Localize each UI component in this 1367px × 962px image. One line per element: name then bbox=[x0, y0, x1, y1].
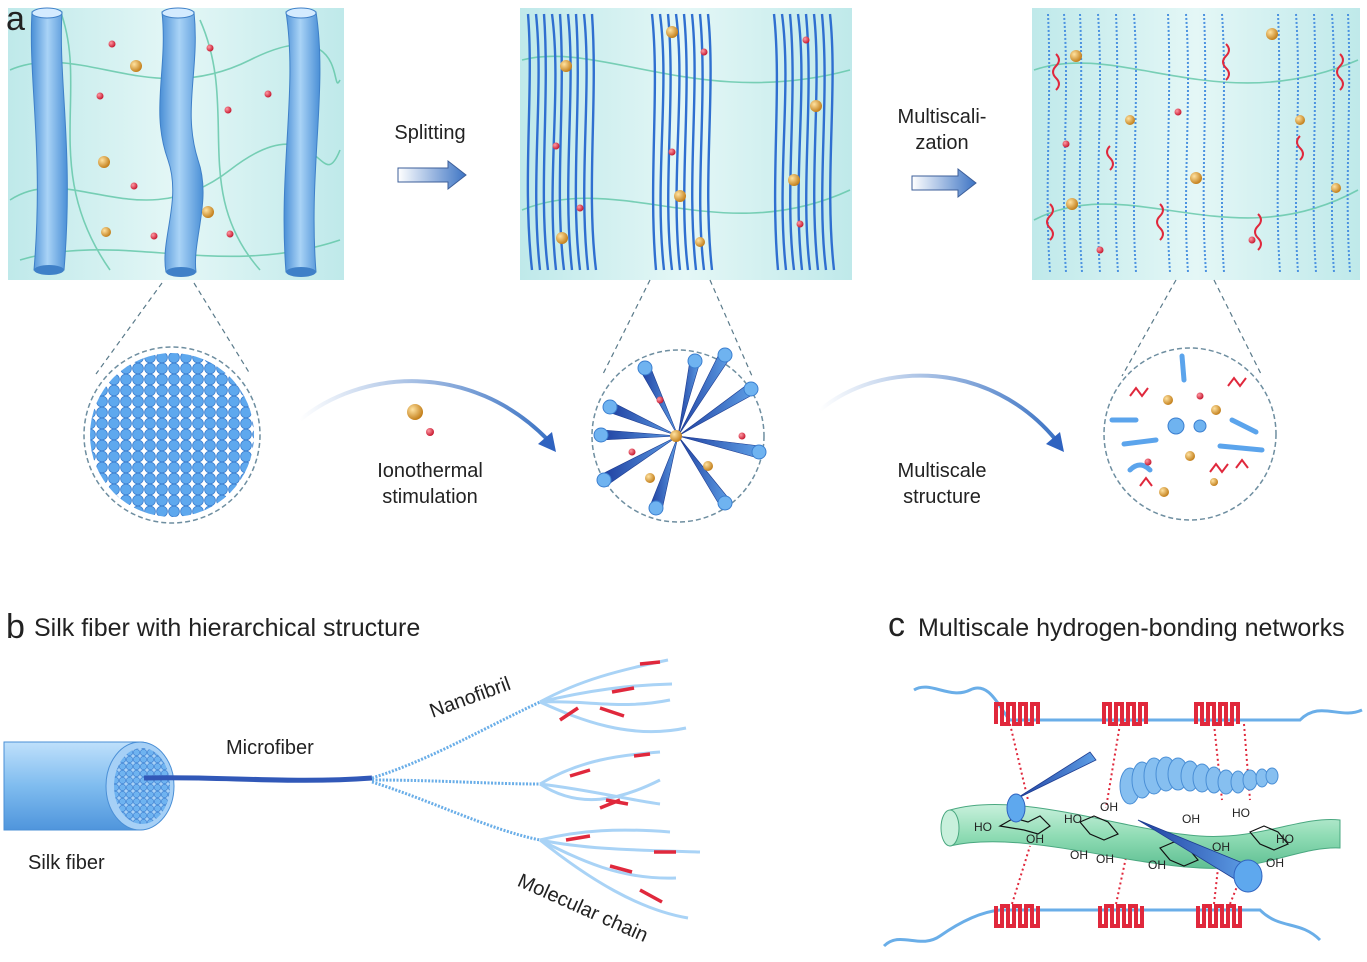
oh-label: OH bbox=[1212, 840, 1230, 854]
label-multiscalization-line1: Multiscali- bbox=[897, 106, 987, 128]
oh-label: OH bbox=[1070, 848, 1088, 862]
hbond-network-drawing bbox=[882, 685, 1363, 948]
box-split-fibrils bbox=[520, 8, 852, 280]
panel-c-letter: c bbox=[888, 606, 905, 644]
cross-section-multiscale bbox=[1103, 347, 1277, 521]
box-silk-fibers bbox=[8, 7, 344, 280]
ion-particles-1 bbox=[96, 40, 272, 240]
panel-c-title: Multiscale hydrogen-bonding networks bbox=[918, 614, 1345, 642]
label-ionothermal-stimulation: Ionothermal stimulation bbox=[358, 458, 502, 510]
microfiber-tube-3 bbox=[283, 7, 321, 277]
arrow-multiscalization bbox=[911, 167, 977, 199]
oh-label: HO bbox=[1064, 812, 1082, 826]
panel-b-title: Silk fiber with hierarchical structure bbox=[34, 614, 421, 642]
oh-label: HO bbox=[1232, 806, 1250, 820]
oh-label: OH bbox=[1148, 858, 1166, 872]
label-multiscalization: Multiscali- zation bbox=[880, 104, 1004, 156]
label-microfiber: Microfiber bbox=[226, 737, 314, 759]
oh-label: OH bbox=[1026, 832, 1044, 846]
label-multiscale-structure: Multiscale structure bbox=[872, 458, 1012, 510]
ion-particles-2 bbox=[552, 26, 822, 247]
microfiber-tube-1 bbox=[30, 7, 68, 275]
oh-label: OH bbox=[1100, 800, 1118, 814]
helix-coil bbox=[1119, 756, 1279, 805]
molecular-chains-blue bbox=[1046, 13, 1351, 273]
label-silk-fiber: Silk fiber bbox=[28, 852, 105, 874]
oh-label: OH bbox=[1096, 852, 1114, 866]
oh-label: OH bbox=[1266, 856, 1284, 870]
panel-a-letter: a bbox=[6, 0, 25, 38]
label-ionothermal-line1: Ionothermal bbox=[377, 460, 483, 482]
cross-section-split bbox=[591, 347, 767, 523]
panel-b-letter: b bbox=[6, 608, 25, 646]
label-multiscale-line1: Multiscale bbox=[897, 460, 987, 482]
oh-label: HO bbox=[1276, 832, 1294, 846]
ion-legend-particles bbox=[407, 404, 434, 436]
oh-label: OH bbox=[1182, 812, 1200, 826]
label-ionothermal-line2: stimulation bbox=[382, 486, 478, 508]
fibril-bundle-3 bbox=[772, 13, 836, 271]
label-splitting: Splitting bbox=[394, 122, 466, 144]
oh-label: HO bbox=[974, 820, 992, 834]
label-multiscale-line2: structure bbox=[903, 486, 981, 508]
molecular-chains-red bbox=[1046, 43, 1344, 251]
microfiber-tube-2 bbox=[159, 7, 204, 277]
silk-fiber-drawing bbox=[3, 658, 701, 920]
curved-arrow-multiscale bbox=[818, 373, 1064, 452]
zoom-lines bbox=[95, 279, 1263, 377]
ion-particles-3 bbox=[1062, 28, 1341, 254]
cross-section-silk bbox=[83, 346, 261, 524]
curved-arrow-ionothermal bbox=[298, 379, 556, 452]
box-multiscale-network bbox=[1032, 8, 1360, 280]
arrow-splitting bbox=[397, 159, 467, 191]
fibril-bundle-2 bbox=[650, 13, 714, 271]
label-multiscalization-line2: zation bbox=[915, 132, 969, 154]
